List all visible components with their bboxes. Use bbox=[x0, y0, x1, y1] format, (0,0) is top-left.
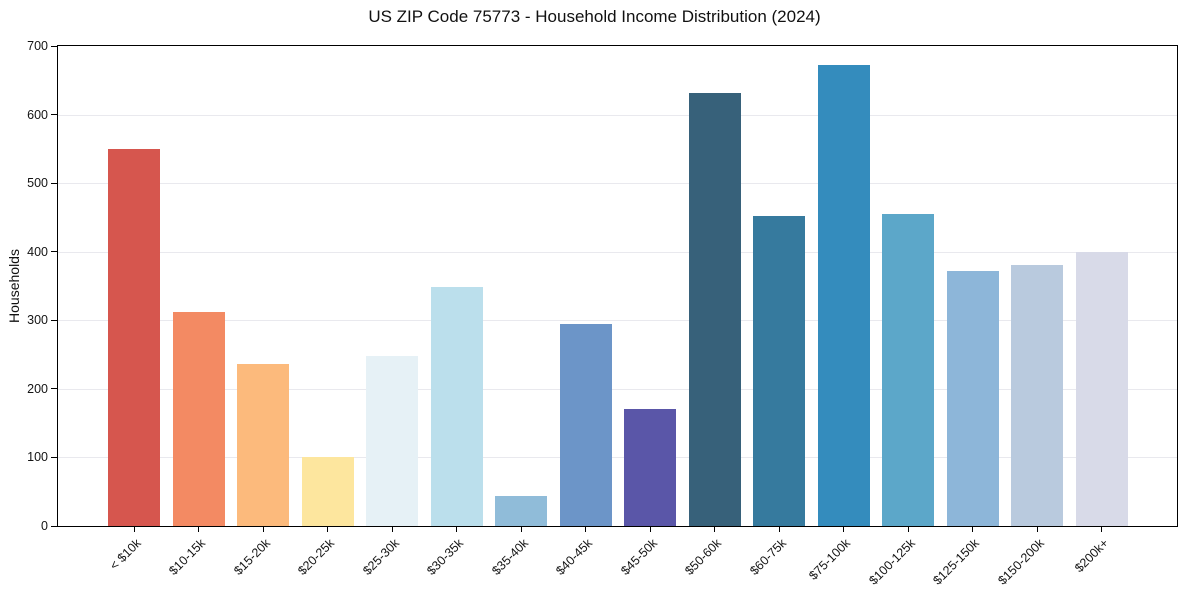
bar bbox=[301, 457, 354, 526]
x-tick-label-text: $125-150k bbox=[930, 536, 983, 588]
x-tick-label-text: $30-35k bbox=[424, 536, 467, 578]
y-tick-label: 300 bbox=[27, 313, 48, 328]
y-tick-label: 700 bbox=[27, 39, 48, 53]
bar bbox=[688, 92, 741, 526]
x-tick-label-text: $100-125k bbox=[866, 536, 918, 588]
bar bbox=[108, 148, 160, 526]
x-tick-mark bbox=[456, 527, 457, 532]
x-tick-mark bbox=[1101, 527, 1102, 532]
gridline bbox=[58, 388, 1177, 390]
y-axis-label: Households bbox=[6, 249, 22, 323]
y-tick-mark bbox=[51, 182, 57, 184]
y-tick-label: 100 bbox=[27, 450, 48, 465]
x-tick-label-text: $25-30k bbox=[360, 536, 402, 578]
x-tick-label-text: $15-20k bbox=[231, 536, 273, 578]
x-tick-label-text: < $10k bbox=[107, 536, 144, 573]
x-tick-label-text: $35-40k bbox=[489, 536, 531, 578]
bar bbox=[1075, 252, 1128, 526]
x-tick-label-text: $10-15k bbox=[166, 536, 209, 578]
bar bbox=[753, 216, 805, 526]
chart-title: US ZIP Code 75773 - Household Income Dis… bbox=[368, 7, 821, 26]
x-tick-label-text: $45-50k bbox=[618, 536, 660, 578]
x-tick-label-text: $200k+ bbox=[1072, 536, 1112, 576]
gridline bbox=[58, 320, 1177, 322]
bar bbox=[237, 364, 289, 526]
bar bbox=[624, 409, 676, 526]
x-tick-mark bbox=[520, 527, 522, 532]
bar bbox=[882, 214, 934, 526]
y-tick-mark bbox=[51, 456, 57, 458]
x-tick-mark bbox=[714, 527, 715, 532]
x-tick-mark bbox=[778, 527, 780, 532]
x-tick-mark bbox=[391, 527, 393, 532]
bar bbox=[366, 355, 418, 526]
bar bbox=[1011, 265, 1063, 526]
gridline bbox=[58, 251, 1177, 253]
y-tick-label: 400 bbox=[27, 244, 48, 259]
y-tick-mark bbox=[51, 388, 57, 390]
y-tick-mark bbox=[51, 525, 57, 527]
bar bbox=[559, 323, 612, 526]
bar bbox=[946, 270, 999, 526]
y-tick-label: 200 bbox=[27, 381, 48, 396]
y-tick-label: 500 bbox=[27, 176, 48, 191]
y-tick-mark bbox=[51, 251, 57, 253]
bar bbox=[172, 312, 225, 526]
x-tick-mark bbox=[327, 527, 328, 532]
bar bbox=[495, 495, 547, 526]
x-tick-mark bbox=[649, 527, 651, 532]
x-tick-mark bbox=[262, 527, 264, 532]
x-tick-label-text: $40-45k bbox=[553, 536, 596, 578]
x-tick-label-text: $60-75k bbox=[747, 536, 789, 578]
y-tick-mark bbox=[51, 319, 57, 321]
y-tick-label: 600 bbox=[27, 107, 48, 122]
gridline bbox=[58, 183, 1177, 185]
y-tick-mark bbox=[51, 45, 57, 47]
x-tick-mark bbox=[133, 527, 135, 532]
x-tick-mark bbox=[972, 527, 973, 532]
gridline bbox=[58, 114, 1177, 116]
x-tick-label-text: $50-60k bbox=[682, 536, 725, 578]
x-tick-mark bbox=[198, 527, 199, 532]
x-tick-mark bbox=[907, 527, 909, 532]
x-tick-label-text: $150-200k bbox=[995, 536, 1047, 588]
x-tick-label-text: $75-100k bbox=[806, 536, 854, 583]
x-tick-mark bbox=[1036, 527, 1038, 532]
x-tick-mark bbox=[585, 527, 586, 532]
gridline bbox=[58, 457, 1177, 459]
plot-area: 0 100 200 300 400 500 600 700 < $10k $10-15k $15-2… bbox=[27, 39, 1178, 588]
bar bbox=[817, 65, 870, 526]
bar bbox=[430, 287, 483, 526]
x-tick-label-text: $20-25k bbox=[295, 536, 338, 578]
x-tick-mark bbox=[843, 527, 844, 532]
y-tick-mark bbox=[51, 114, 57, 116]
y-tick-label: 0 bbox=[41, 519, 48, 533]
